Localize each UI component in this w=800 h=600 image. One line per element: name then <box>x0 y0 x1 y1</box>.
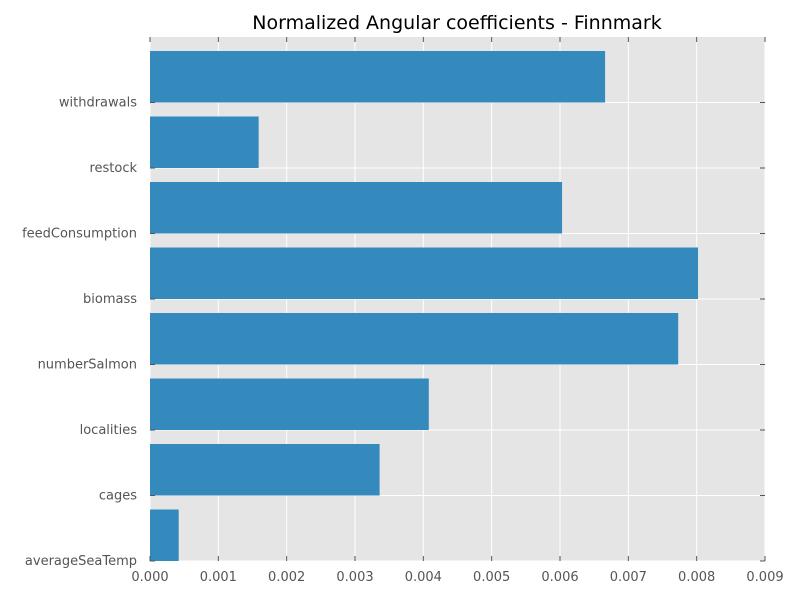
bar-feedConsumption <box>150 182 563 234</box>
y-tick-label-localities: localities <box>80 423 138 438</box>
y-tick-label-feedConsumption: feedConsumption <box>22 227 137 242</box>
y-tick-label-restock: restock <box>89 161 137 176</box>
bar-biomass <box>150 247 699 299</box>
bar-restock <box>150 116 259 168</box>
x-tick-label: 0.000 <box>131 570 168 585</box>
y-tick-label-biomass: biomass <box>83 292 137 307</box>
bar-withdrawals <box>150 51 606 103</box>
y-tick-label-cages: cages <box>99 489 137 504</box>
x-tick-label: 0.004 <box>405 570 442 585</box>
bar-averageSeaTemp <box>150 509 179 561</box>
x-tick-label: 0.005 <box>473 570 510 585</box>
ticks <box>149 37 766 562</box>
x-tick-label: 0.002 <box>268 570 305 585</box>
x-tick-label: 0.001 <box>200 570 237 585</box>
x-tick-label: 0.008 <box>678 570 715 585</box>
y-tick-label-averageSeaTemp: averageSeaTemp <box>25 554 137 569</box>
bar-numberSalmon <box>150 313 679 365</box>
x-tick-label: 0.006 <box>541 570 578 585</box>
y-tick-label-withdrawals: withdrawals <box>59 96 137 111</box>
x-tick-label: 0.007 <box>610 570 647 585</box>
bars <box>150 51 699 561</box>
x-tick-label: 0.009 <box>746 570 783 585</box>
bar-localities <box>150 378 429 430</box>
y-tick-labels: averageSeaTemp cages localities numberSalmo… <box>22 96 137 570</box>
bar-cages <box>150 444 380 496</box>
chart-title: Normalized Angular coefficients - Finnma… <box>252 12 661 34</box>
y-tick-label-numberSalmon: numberSalmon <box>38 358 137 373</box>
x-tick-labels: 0.000 0.001 0.002 0.003 0.004 0.005 0.006 0.007… <box>131 570 783 585</box>
x-tick-label: 0.003 <box>336 570 373 585</box>
